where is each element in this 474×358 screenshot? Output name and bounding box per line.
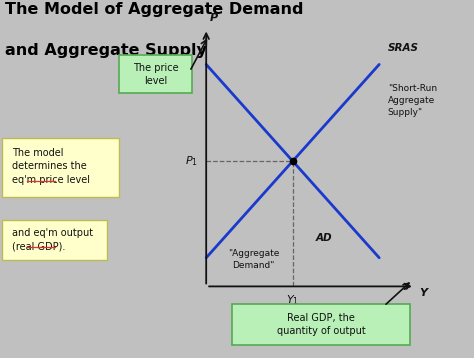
Text: "Short-Run
Aggregate
Supply": "Short-Run Aggregate Supply" (388, 84, 437, 117)
Text: "Aggregate
Demand": "Aggregate Demand" (228, 249, 279, 270)
Text: The Model of Aggregate Demand: The Model of Aggregate Demand (5, 2, 303, 17)
Text: $P_1$: $P_1$ (185, 154, 198, 168)
Text: $Y_1$: $Y_1$ (286, 294, 299, 308)
Text: and Aggregate Supply: and Aggregate Supply (5, 43, 207, 58)
FancyBboxPatch shape (2, 220, 107, 260)
Text: and eq'm output
(real GDP).: and eq'm output (real GDP). (12, 228, 93, 252)
FancyBboxPatch shape (118, 55, 192, 93)
Text: Y: Y (419, 288, 428, 298)
Text: Real GDP, the
quantity of output: Real GDP, the quantity of output (277, 313, 366, 336)
Text: The model
determines the
eq'm price level: The model determines the eq'm price leve… (12, 148, 90, 185)
Text: SRAS: SRAS (388, 43, 419, 53)
FancyBboxPatch shape (2, 138, 118, 197)
Text: The price
level: The price level (133, 63, 178, 86)
FancyBboxPatch shape (232, 304, 410, 345)
Text: AD: AD (315, 233, 332, 243)
Text: P: P (210, 13, 218, 23)
